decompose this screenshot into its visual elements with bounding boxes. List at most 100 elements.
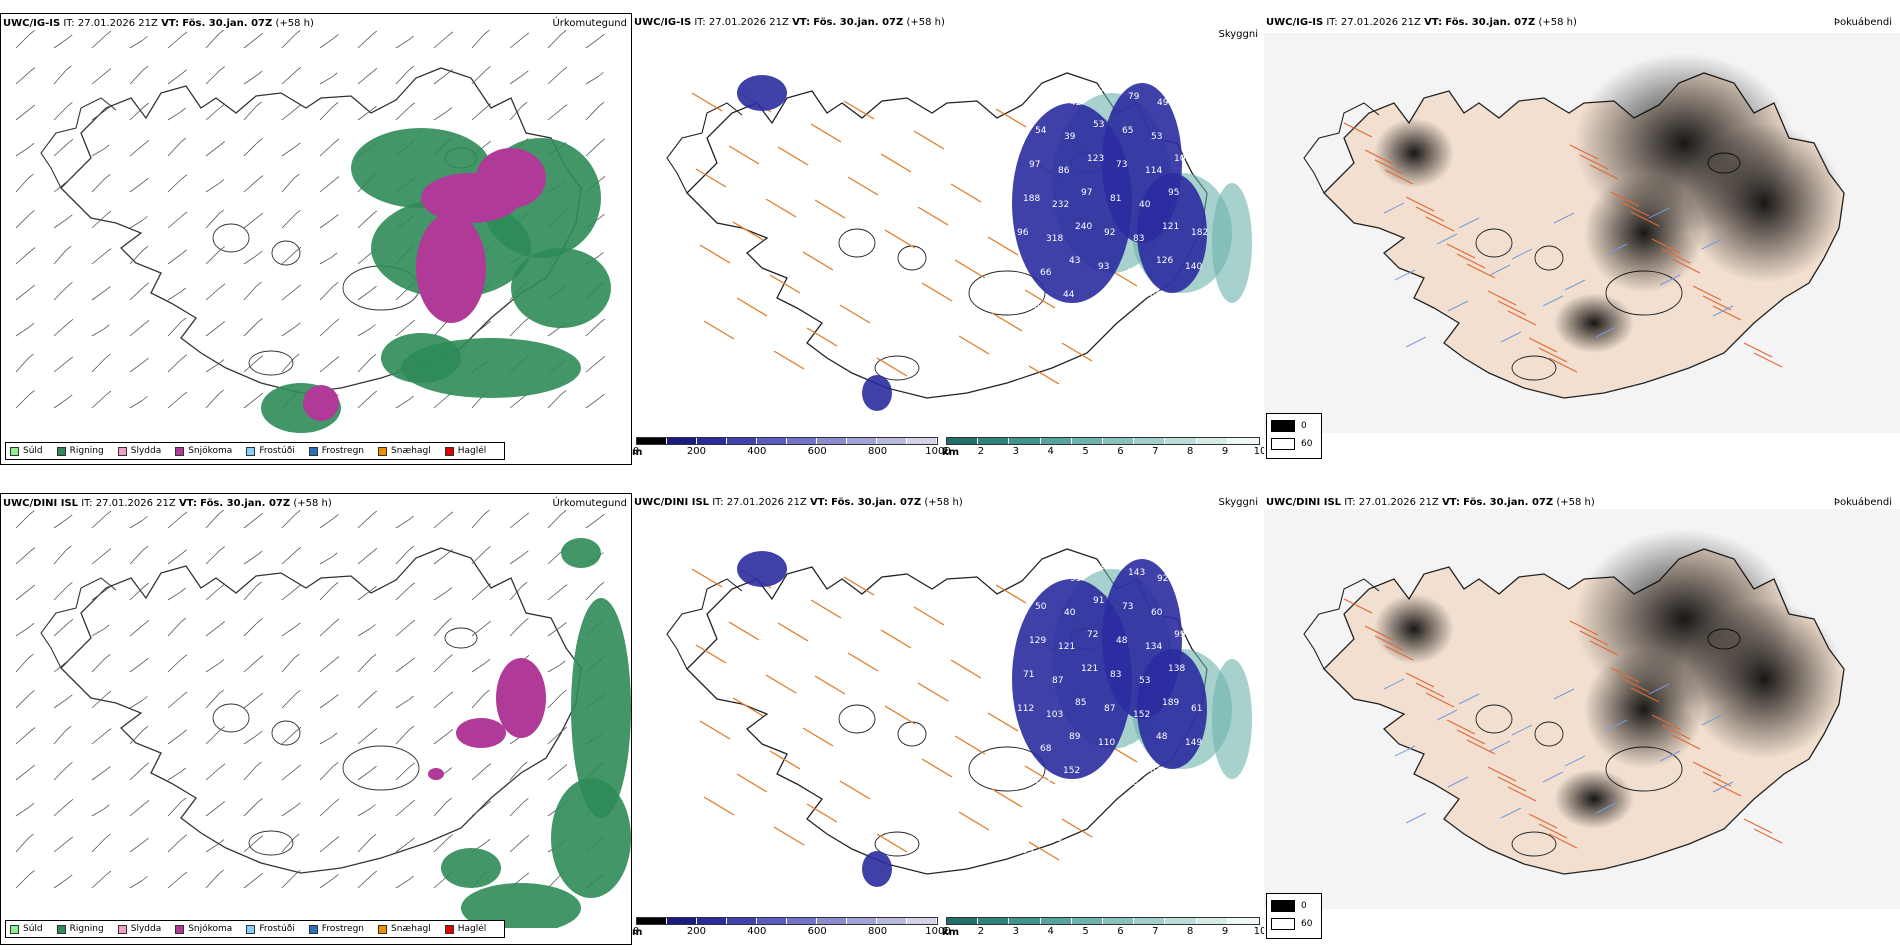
panel-header: UWC/IG-IS IT: 27.01.2026 21Z VT: Fös. 30… xyxy=(634,17,945,28)
visibility-panel-row2: UWC/DINI ISL IT: 27.01.2026 21Z VT: Fös.… xyxy=(632,493,1267,945)
visibility-value-label: 62 xyxy=(1150,766,1161,776)
visibility-value-label: 78 xyxy=(1092,772,1104,782)
visibility-value-label: 99 xyxy=(1070,574,1082,584)
colorbar-tick-label: 9 xyxy=(1221,926,1229,937)
visibility-value-label: 90 xyxy=(1012,562,1024,572)
colorbar-segment xyxy=(947,918,979,924)
visibility-value-label: 66 xyxy=(1040,268,1052,278)
legend-label: Snjókoma xyxy=(188,924,233,934)
visibility-value-label: 112 xyxy=(1173,806,1190,816)
legend-item: Slydda xyxy=(117,924,161,934)
colorbar-tick-label: 1000 xyxy=(925,926,951,937)
visibility-value-label: 39 xyxy=(1064,132,1076,142)
visibility-value-label: 97 xyxy=(1029,160,1040,170)
legend-label: Snjókoma xyxy=(188,446,233,456)
fog-indicator-map xyxy=(1264,33,1900,433)
visibility-value-label: 188 xyxy=(1023,194,1040,204)
visibility-map: 109 88 42 73 79 49 109 54 39 53 65 53 99 97 86 123 73 114… xyxy=(666,72,1252,411)
colorbar-tick-label: 6 xyxy=(1117,926,1124,937)
legend-swatch xyxy=(117,924,127,934)
visibility-value-label: 92 xyxy=(1104,228,1115,238)
legend-swatch xyxy=(444,924,454,934)
fog-legend-row: 60 xyxy=(1271,435,1317,453)
colorbar-segment xyxy=(907,438,937,444)
visibility-value-label: 95 xyxy=(1168,188,1179,198)
visibility-value-label: 44 xyxy=(1063,290,1075,300)
visibility-value-label: 98 xyxy=(1041,568,1053,578)
colorbar-tick-label: 6 xyxy=(1117,446,1124,457)
precip-type-map xyxy=(15,509,631,928)
visibility-value-label: 240 xyxy=(1075,222,1092,232)
fog-legend-swatch xyxy=(1271,900,1295,912)
visibility-value-label: 40 xyxy=(1139,200,1151,210)
visibility-value-label: 80 xyxy=(1150,290,1162,300)
colorbar-tick-label: 8 xyxy=(1187,446,1194,457)
fog-legend-swatch xyxy=(1271,420,1295,432)
colorbar-segment xyxy=(817,438,847,444)
visibility-value-label: 65 xyxy=(1122,126,1133,136)
fog-panel-row1: UWC/IG-IS IT: 27.01.2026 21Z VT: Fös. 30… xyxy=(1264,13,1900,465)
colorbar-strip xyxy=(636,437,938,445)
visibility-value-label: 48 xyxy=(1156,732,1168,742)
visibility-value-label: 42 xyxy=(1070,98,1081,108)
colorbar-segment xyxy=(787,438,817,444)
visibility-value-label: 92 xyxy=(1157,574,1168,584)
colorbar-segment xyxy=(727,438,757,444)
colorbar-segment xyxy=(978,438,1010,444)
legend-swatch xyxy=(444,446,454,456)
colorbar-tick-label: 5 xyxy=(1082,446,1089,457)
legend-swatch xyxy=(246,446,256,456)
colorbar-tick-label: 1 xyxy=(942,446,950,457)
visibility-value-label: 40 xyxy=(1064,608,1076,618)
visibility-value-label: 138 xyxy=(1121,778,1138,788)
legend-item: Snjókoma xyxy=(175,924,232,934)
visibility-value-label: 53 xyxy=(1093,120,1104,130)
visibility-value-label: 121 xyxy=(1081,664,1098,674)
panel-title: Skyggni xyxy=(1218,497,1258,508)
legend-label: Haglél xyxy=(457,446,487,456)
visibility-value-label: 126 xyxy=(1156,256,1173,266)
visibility-value-label: 53 xyxy=(1139,676,1150,686)
colorbar-segment xyxy=(637,918,667,924)
colorbar-segment xyxy=(817,918,847,924)
panel-header: UWC/DINI ISL IT: 27.01.2026 21Z VT: Fös.… xyxy=(1266,497,1595,508)
colorbar-tick-label: 2 xyxy=(977,446,985,457)
legend-item: Rigning xyxy=(56,446,104,456)
visibility-value-label: 71 xyxy=(1023,670,1034,680)
colorbar-segment xyxy=(877,438,907,444)
panel-header: UWC/DINI ISL IT: 27.01.2026 21Z VT: Fös.… xyxy=(634,497,963,508)
colorbar-tick-label: 200 xyxy=(686,926,706,937)
visibility-value-label: 100 xyxy=(1028,812,1045,822)
visibility-value-label: 59 xyxy=(1051,834,1063,844)
colorbar-segment xyxy=(1227,918,1260,924)
colorbar-tick-label: 1 xyxy=(942,926,950,937)
fog-legend: 0 60 xyxy=(1266,893,1322,939)
panel-header: UWC/IG-IS IT: 27.01.2026 21Z VT: Fös. 30… xyxy=(1266,17,1577,28)
visibility-value-label: 73 xyxy=(1116,160,1127,170)
visibility-value-label: 96 xyxy=(1017,228,1029,238)
visibility-value-label: 196 xyxy=(1127,744,1144,754)
visibility-value-label: 114 xyxy=(1145,166,1162,176)
visibility-value-label: 110 xyxy=(1098,738,1115,748)
legend-swatch xyxy=(56,446,66,456)
legend-item: Snæhagl xyxy=(378,924,431,934)
visibility-value-label: 87 xyxy=(1052,676,1063,686)
colorbar-segment xyxy=(1196,918,1228,924)
legend-item: Frostúði xyxy=(246,446,295,456)
visibility-value-label: 87 xyxy=(1104,704,1115,714)
visibility-value-label: 91 xyxy=(1093,596,1104,606)
visibility-value-label: 112 xyxy=(1017,704,1034,714)
visibility-value-label: 109 xyxy=(1186,86,1203,96)
fog-legend-label: 0 xyxy=(1301,421,1307,431)
colorbar-segment xyxy=(1227,438,1260,444)
colorbar-tick-label: 10 xyxy=(1253,926,1267,937)
legend-swatch xyxy=(10,446,19,456)
legend-label: Rigning xyxy=(69,924,104,934)
fog-legend-label: 0 xyxy=(1301,901,1307,911)
colorbar-tick-label: 800 xyxy=(868,926,888,937)
visibility-value-label: 12 xyxy=(1080,840,1091,850)
legend-swatch xyxy=(308,924,318,934)
colorbar-tick-label: 600 xyxy=(807,446,827,457)
visibility-value-label: 103 xyxy=(1046,710,1063,720)
legend-swatch xyxy=(117,446,127,456)
